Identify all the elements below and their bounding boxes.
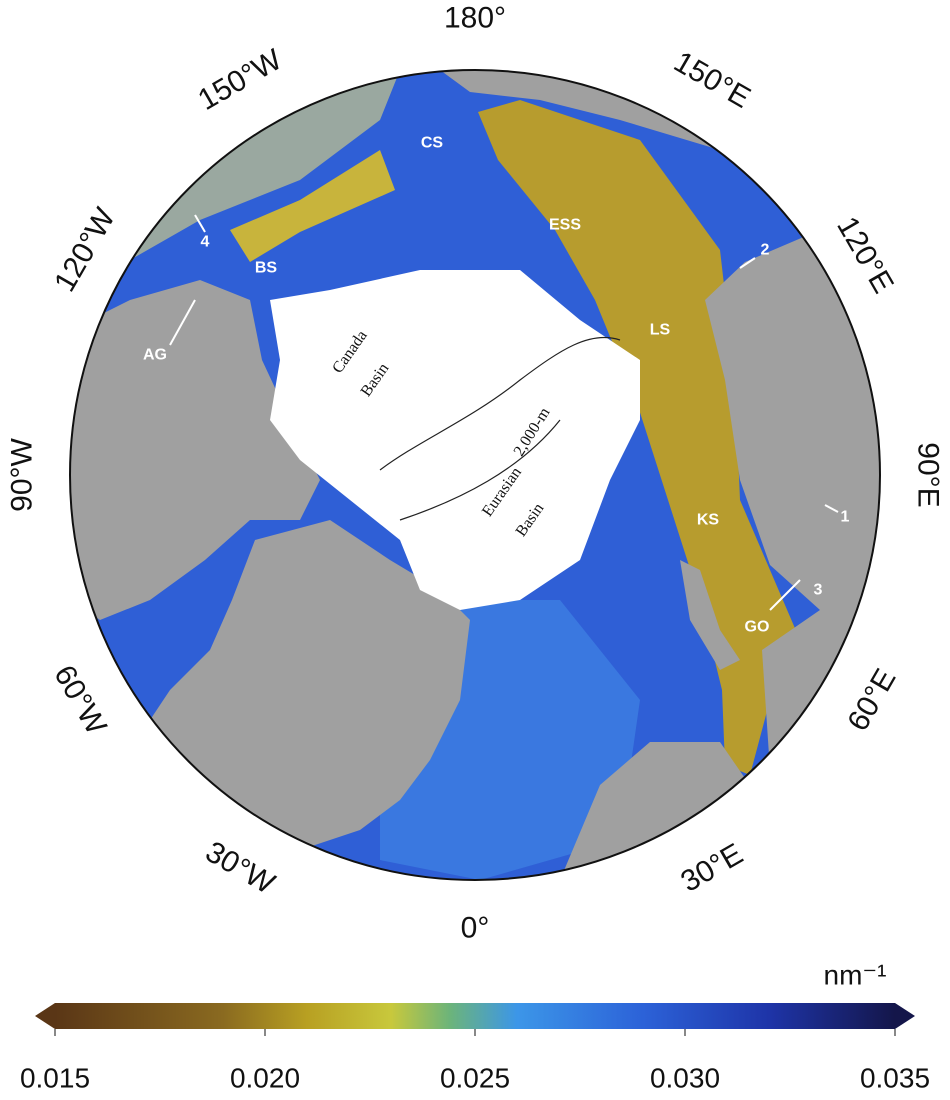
longitude-label: 30°E xyxy=(675,837,748,898)
colorbar-arrow xyxy=(895,1003,915,1029)
shelf xyxy=(230,150,395,262)
longitude-label: 150°E xyxy=(668,45,756,115)
isobath xyxy=(379,336,621,521)
sea-ice xyxy=(270,270,640,610)
land xyxy=(150,520,470,850)
colorbar-tick-label: 0.020 xyxy=(230,1063,300,1094)
region-label: LS xyxy=(650,322,671,339)
leader-line xyxy=(824,504,839,513)
leader-line xyxy=(169,299,196,346)
region-label: AG xyxy=(143,347,167,364)
map-disc xyxy=(70,70,880,880)
shelf xyxy=(478,100,800,775)
longitude-label: 60°W xyxy=(47,660,113,741)
leader-line xyxy=(769,579,801,611)
region-label: BS xyxy=(255,260,278,277)
longitude-label: 180° xyxy=(444,2,506,35)
longitude-label: 120°E xyxy=(830,211,900,299)
longitude-label: 90°E xyxy=(912,442,945,507)
longitude-label: 150°W xyxy=(193,43,288,117)
region-label: GO xyxy=(745,619,770,636)
leader-line xyxy=(194,214,206,233)
longitude-label: 120°W xyxy=(48,202,122,297)
region-label: ESS xyxy=(549,217,581,234)
region-label: 3 xyxy=(814,582,823,599)
colorbar-tick-label: 0.015 xyxy=(20,1063,90,1094)
land xyxy=(680,560,740,670)
longitude-label: 30°W xyxy=(200,835,281,901)
longitude-label: 90°W xyxy=(6,437,39,511)
region-label: KS xyxy=(697,512,720,529)
map-border xyxy=(69,69,881,881)
region-label: 1 xyxy=(841,509,850,526)
land xyxy=(70,280,320,620)
colorbar-tick-label: 0.035 xyxy=(860,1063,930,1094)
colorbar-arrow xyxy=(35,1003,55,1029)
colorbar-unit: nm⁻¹ xyxy=(824,960,887,991)
region-label: CS xyxy=(421,135,444,152)
colorbar-tick-label: 0.030 xyxy=(650,1063,720,1094)
region-label: 4 xyxy=(201,234,210,251)
region-label: 2 xyxy=(761,242,770,259)
leader-line xyxy=(739,257,756,269)
colorbar-tick-label: 0.025 xyxy=(440,1063,510,1094)
longitude-label: 60°E xyxy=(841,663,902,736)
longitude-label: 0° xyxy=(461,912,490,945)
colorbar xyxy=(55,1003,895,1029)
